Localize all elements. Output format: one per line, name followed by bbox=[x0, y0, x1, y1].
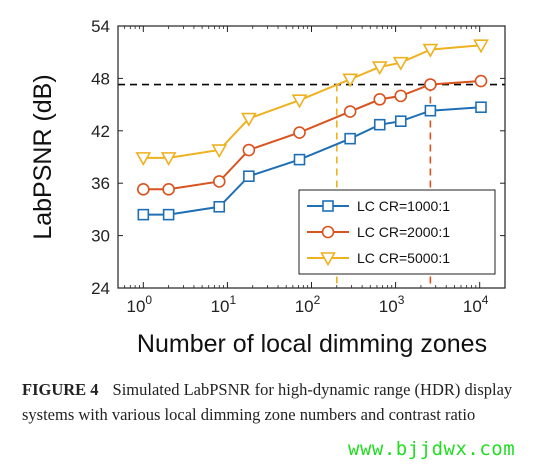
legend-marker bbox=[320, 252, 336, 267]
data-point bbox=[394, 89, 408, 103]
legend-label: LC CR=5000:1 bbox=[357, 250, 450, 266]
data-point bbox=[243, 170, 255, 183]
legend-marker bbox=[321, 225, 335, 239]
axes: 24 30 36 42 48 54 100 101 102 103 104 bbox=[91, 17, 505, 316]
legend: LC CR=1000:1 LC CR=2000:1 LC CR=5000:1 bbox=[298, 189, 496, 275]
data-point bbox=[394, 115, 407, 127]
legend-marker bbox=[322, 200, 334, 212]
series-2 bbox=[137, 74, 488, 196]
x-tick-label: 103 bbox=[379, 293, 405, 316]
data-point bbox=[343, 105, 357, 118]
data-point bbox=[422, 43, 439, 58]
data-point bbox=[291, 94, 308, 109]
data-point bbox=[211, 144, 228, 159]
data-point bbox=[342, 73, 359, 88]
data-point bbox=[162, 183, 175, 196]
series-line bbox=[143, 44, 482, 159]
data-point bbox=[135, 152, 152, 166]
y-tick-label: 30 bbox=[91, 227, 110, 246]
y-tick-label: 24 bbox=[91, 279, 110, 298]
legend-label: LC CR=2000:1 bbox=[357, 224, 450, 240]
data-point bbox=[137, 208, 150, 221]
x-tick-label: 100 bbox=[127, 293, 153, 316]
chart: 24 30 36 42 48 54 100 101 102 103 104 LabPSNR (dB)… bbox=[29, 17, 506, 358]
caption-text: Simulated LabPSNR for high-dynamic range… bbox=[22, 380, 513, 424]
data-point bbox=[371, 61, 388, 76]
data-point bbox=[392, 56, 409, 71]
series-layer bbox=[135, 39, 489, 221]
figure-label: FIGURE 4 bbox=[22, 380, 99, 399]
y-axis-label: LabPSNR (dB) bbox=[29, 74, 57, 239]
data-point bbox=[242, 143, 256, 157]
watermark: www.bjjdwx.com bbox=[348, 438, 516, 460]
data-point bbox=[473, 39, 489, 54]
y-tick-label: 36 bbox=[91, 174, 110, 193]
data-point bbox=[424, 104, 437, 117]
y-tick-label: 54 bbox=[91, 17, 110, 36]
data-point bbox=[213, 200, 226, 213]
series-line bbox=[143, 106, 482, 216]
data-point bbox=[424, 78, 437, 91]
x-tick-label: 102 bbox=[295, 293, 321, 316]
data-point bbox=[212, 175, 226, 188]
data-point bbox=[160, 152, 177, 166]
data-point bbox=[373, 93, 387, 106]
data-point bbox=[474, 74, 488, 88]
x-tick-label: 104 bbox=[463, 293, 489, 316]
data-point bbox=[293, 153, 306, 166]
y-tick-label: 48 bbox=[91, 69, 110, 88]
x-axis-label: Number of local dimming zones bbox=[137, 330, 487, 358]
y-tick-label: 42 bbox=[91, 122, 110, 141]
data-point bbox=[137, 183, 150, 196]
data-point bbox=[162, 208, 175, 221]
data-point bbox=[241, 112, 257, 127]
figure-caption: FIGURE 4 Simulated LabPSNR for high-dynam… bbox=[22, 377, 542, 427]
data-point bbox=[475, 101, 487, 114]
series-3 bbox=[135, 39, 489, 166]
data-point bbox=[373, 118, 386, 131]
x-tick-label: 101 bbox=[211, 293, 237, 316]
data-point bbox=[344, 132, 356, 145]
series-1 bbox=[137, 101, 487, 221]
data-point bbox=[293, 126, 306, 139]
legend-label: LC CR=1000:1 bbox=[357, 198, 450, 214]
series-line bbox=[143, 80, 482, 191]
